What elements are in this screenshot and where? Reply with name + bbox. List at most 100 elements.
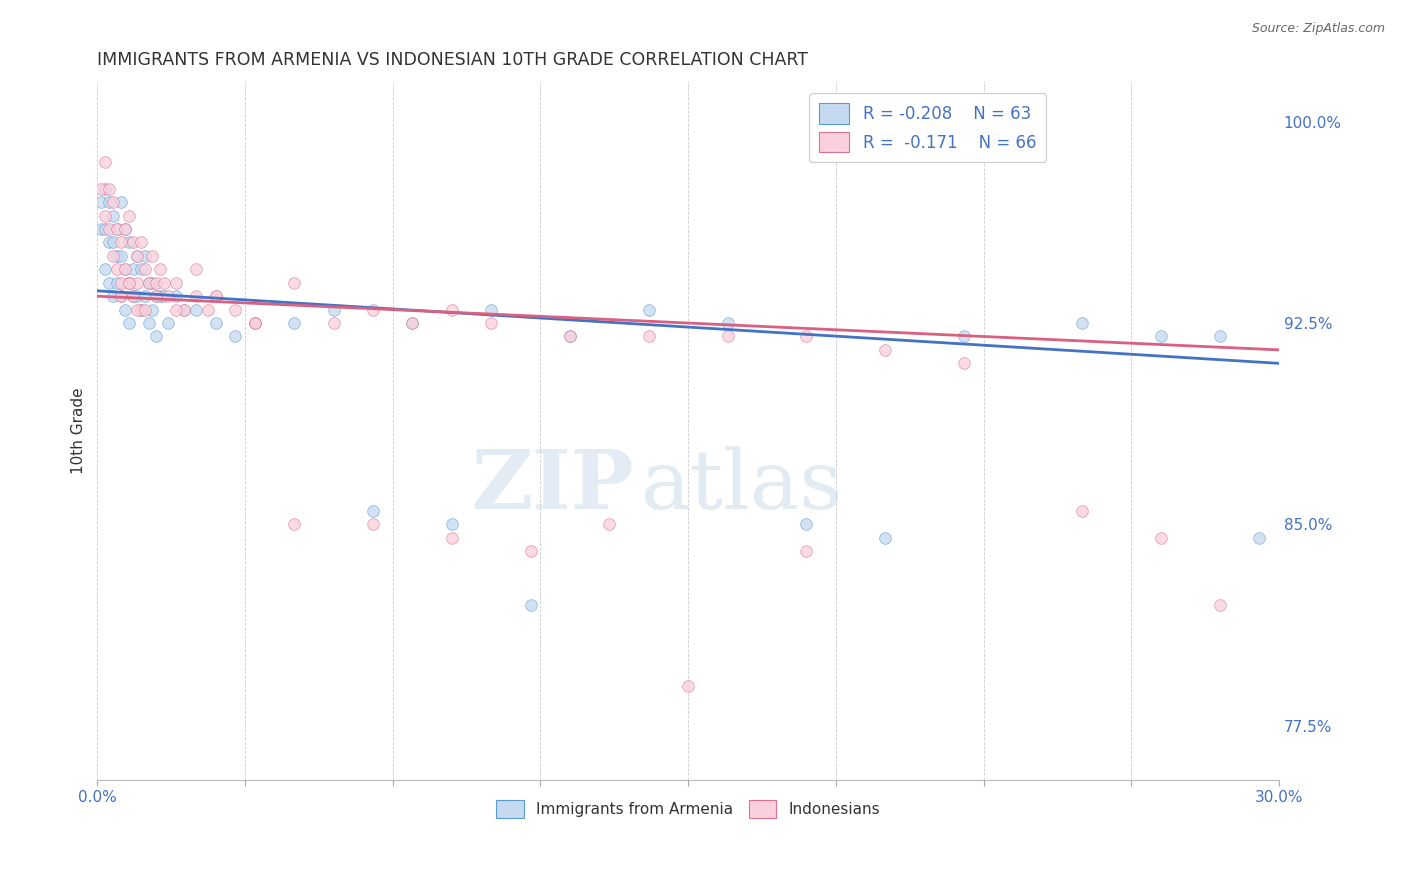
Text: IMMIGRANTS FROM ARMENIA VS INDONESIAN 10TH GRADE CORRELATION CHART: IMMIGRANTS FROM ARMENIA VS INDONESIAN 10… [97, 51, 808, 69]
Text: atlas: atlas [641, 446, 844, 526]
Point [519, 544, 541, 558]
Point [401, 316, 423, 330]
Point [1209, 598, 1232, 612]
Point [204, 289, 226, 303]
Point [184, 289, 207, 303]
Point [153, 276, 176, 290]
Point [138, 276, 160, 290]
Point [101, 195, 124, 210]
Point [94, 209, 117, 223]
Point [114, 262, 136, 277]
Point [283, 276, 305, 290]
Point [953, 356, 976, 370]
Point [138, 276, 160, 290]
Point [118, 209, 141, 223]
Point [149, 289, 172, 303]
Point [224, 302, 246, 317]
Point [873, 531, 896, 545]
Point [105, 262, 128, 277]
Y-axis label: 10th Grade: 10th Grade [72, 387, 86, 474]
Point [1150, 531, 1173, 545]
Point [129, 262, 152, 277]
Point [90, 182, 112, 196]
Point [243, 316, 266, 330]
Point [114, 222, 136, 236]
Point [1071, 504, 1094, 518]
Point [716, 316, 738, 330]
Point [165, 302, 187, 317]
Point [138, 316, 160, 330]
Point [121, 235, 143, 250]
Point [322, 316, 344, 330]
Point [637, 329, 659, 343]
Point [1249, 531, 1271, 545]
Point [204, 316, 226, 330]
Point [794, 544, 817, 558]
Point [134, 262, 156, 277]
Point [224, 329, 246, 343]
Point [1209, 329, 1232, 343]
Point [110, 249, 132, 263]
Point [479, 316, 502, 330]
Point [519, 598, 541, 612]
Point [401, 316, 423, 330]
Point [145, 289, 167, 303]
Point [716, 329, 738, 343]
Point [676, 679, 699, 693]
Point [101, 209, 124, 223]
Point [794, 329, 817, 343]
Point [105, 249, 128, 263]
Point [114, 302, 136, 317]
Point [98, 235, 121, 250]
Point [165, 289, 187, 303]
Text: ZIP: ZIP [472, 446, 636, 526]
Point [440, 531, 463, 545]
Point [149, 262, 172, 277]
Point [118, 276, 141, 290]
Point [145, 289, 167, 303]
Point [141, 249, 163, 263]
Point [204, 289, 226, 303]
Point [134, 289, 156, 303]
Point [94, 222, 117, 236]
Point [134, 302, 156, 317]
Point [145, 276, 167, 290]
Point [197, 302, 219, 317]
Point [110, 195, 132, 210]
Point [98, 276, 121, 290]
Point [1150, 329, 1173, 343]
Point [157, 289, 180, 303]
Point [110, 276, 132, 290]
Point [101, 235, 124, 250]
Point [110, 289, 132, 303]
Point [125, 302, 148, 317]
Point [94, 182, 117, 196]
Point [283, 316, 305, 330]
Point [98, 195, 121, 210]
Point [184, 302, 207, 317]
Point [101, 249, 124, 263]
Point [165, 276, 187, 290]
Point [598, 517, 620, 532]
Point [90, 222, 112, 236]
Point [283, 517, 305, 532]
Point [141, 276, 163, 290]
Point [125, 249, 148, 263]
Point [110, 289, 132, 303]
Point [129, 302, 152, 317]
Point [361, 517, 384, 532]
Point [440, 517, 463, 532]
Point [118, 276, 141, 290]
Point [105, 222, 128, 236]
Point [637, 302, 659, 317]
Point [110, 235, 132, 250]
Point [94, 155, 117, 169]
Point [105, 222, 128, 236]
Point [1071, 316, 1094, 330]
Point [121, 289, 143, 303]
Point [94, 262, 117, 277]
Point [125, 289, 148, 303]
Point [157, 316, 180, 330]
Point [129, 302, 152, 317]
Point [440, 302, 463, 317]
